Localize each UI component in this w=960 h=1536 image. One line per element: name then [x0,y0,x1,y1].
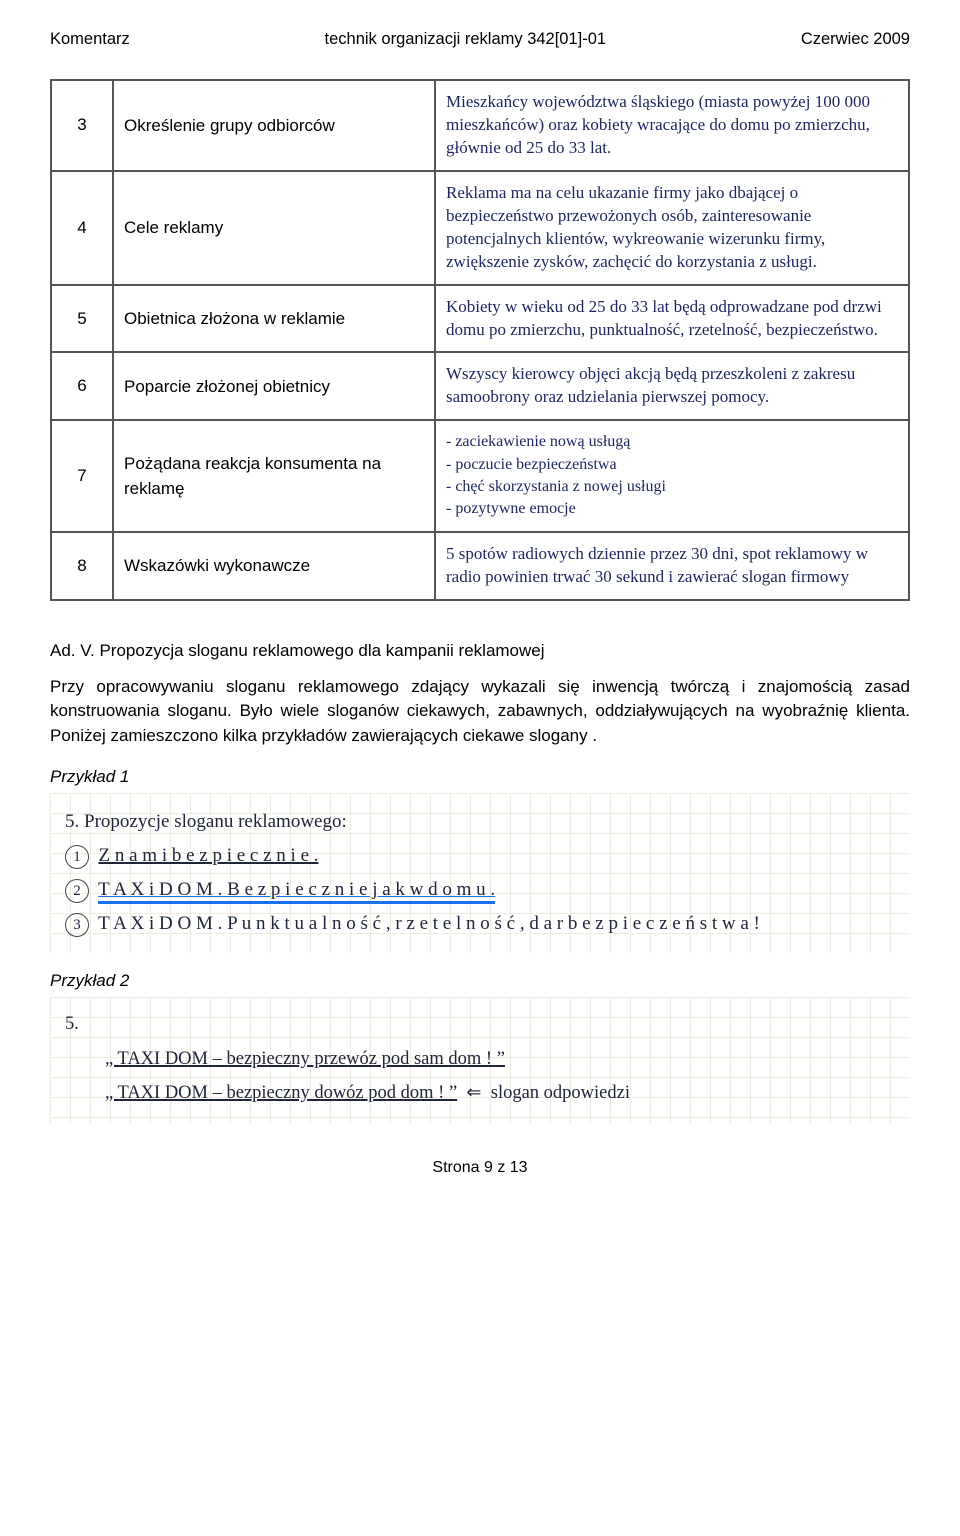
circled-number-icon: 1 [65,845,89,869]
table-row: 5 Obietnica złożona w reklamie Kobiety w… [51,285,909,353]
row-number: 5 [51,285,113,353]
ex1-line: 2 T A X i D O M . B e z p i e c z n i e … [65,873,895,907]
row-label: Obietnica złożona w reklamie [113,285,435,353]
ex2-line: „ TAXI DOM – bezpieczny dowóz pod dom ! … [65,1076,895,1110]
ex2-annotation: slogan odpowiedzi [491,1083,630,1103]
ex1-title: 5. Propozycje sloganu reklamowego: [65,805,895,839]
ex2-line: „ TAXI DOM – bezpieczny przewóz pod sam … [65,1042,895,1076]
row-number: 6 [51,352,113,420]
ex2-text: „ TAXI DOM – bezpieczny przewóz pod sam … [105,1049,505,1069]
ex2-text: „ TAXI DOM – bezpieczny dowóz pod dom ! … [105,1083,457,1103]
hw-list-item: - pozytywne emocje [446,498,898,520]
ex1-text: T A X i D O M . B e z p i e c z n i e j … [98,879,495,904]
exam-table-scan: 3 Określenie grupy odbiorców Mieszkańcy … [50,79,910,601]
exam-table: 3 Określenie grupy odbiorców Mieszkańcy … [50,79,910,601]
hw-list-item: - chęć skorzystania z nowej usługi [446,476,898,498]
header-right: Czerwiec 2009 [801,30,910,49]
row-handwriting: 5 spotów radiowych dziennie przez 30 dni… [435,532,909,600]
ex1-text: T A X i D O M . P u n k t u a l n o ś ć … [98,913,760,934]
table-row: 7 Pożądana reakcja konsumenta na reklamę… [51,420,909,532]
ex1-line: 1 Z n a m i b e z p i e c z n i e . [65,839,895,873]
page-footer: Strona 9 z 13 [50,1159,910,1177]
table-row: 6 Poparcie złożonej obietnicy Wszyscy ki… [51,352,909,420]
header-center: technik organizacji reklamy 342[01]-01 [325,30,607,49]
row-handwriting: Kobiety w wieku od 25 do 33 lat będą odp… [435,285,909,353]
row-handwriting: Wszyscy kierowcy objęci akcją będą przes… [435,352,909,420]
row-label: Wskazówki wykonawcze [113,532,435,600]
example-2-scan: 5. „ TAXI DOM – bezpieczny przewóz pod s… [50,997,910,1124]
arrow-left-icon: ⇐ [466,1082,481,1102]
hw-list-item: - zaciekawienie nową usługą [446,431,898,453]
row-label: Pożądana reakcja konsumenta na reklamę [113,420,435,532]
example-2-label: Przykład 2 [50,971,910,991]
example-1-label: Przykład 1 [50,767,910,787]
page-header: Komentarz technik organizacji reklamy 34… [50,30,910,49]
row-number: 4 [51,171,113,285]
table-row: 4 Cele reklamy Reklama ma na celu ukazan… [51,171,909,285]
row-number: 7 [51,420,113,532]
table-row: 8 Wskazówki wykonawcze 5 spotów radiowyc… [51,532,909,600]
circled-number-icon: 3 [65,913,89,937]
row-number: 8 [51,532,113,600]
header-left: Komentarz [50,30,130,49]
hw-list-item: - poczucie bezpieczeństwa [446,454,898,476]
row-handwriting: Mieszkańcy województwa śląskiego (miasta… [435,80,909,171]
ex1-line: 3 T A X i D O M . P u n k t u a l n o ś … [65,907,895,941]
row-label: Cele reklamy [113,171,435,285]
section-heading: Ad. V. Propozycja sloganu reklamowego dl… [50,641,910,661]
row-label: Określenie grupy odbiorców [113,80,435,171]
row-label: Poparcie złożonej obietnicy [113,352,435,420]
table-row: 3 Określenie grupy odbiorców Mieszkańcy … [51,80,909,171]
ex2-title: 5. [65,1007,895,1041]
row-number: 3 [51,80,113,171]
circled-number-icon: 2 [65,879,89,903]
example-1-scan: 5. Propozycje sloganu reklamowego: 1 Z n… [50,793,910,954]
section-body: Przy opracowywaniu sloganu reklamowego z… [50,675,910,749]
row-handwriting: - zaciekawienie nową usługą - poczucie b… [435,420,909,532]
row-handwriting: Reklama ma na celu ukazanie firmy jako d… [435,171,909,285]
ex1-text: Z n a m i b e z p i e c z n i e . [99,845,319,866]
